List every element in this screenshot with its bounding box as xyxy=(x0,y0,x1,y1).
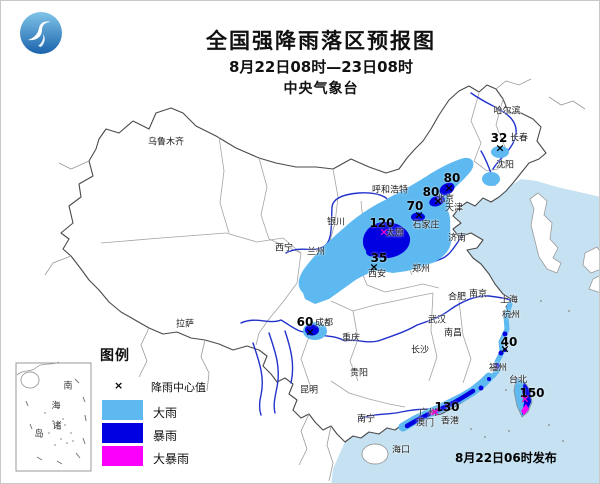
rain-center-value: 40 xyxy=(500,335,518,349)
taiwan-severe-rainstorm-strip xyxy=(521,404,529,415)
rain-center-value: 35 xyxy=(370,251,388,265)
city-label-南京: 南京 xyxy=(468,289,488,300)
japan-outline xyxy=(582,246,599,274)
city-label-乌鲁木齐: 乌鲁木齐 xyxy=(147,137,185,148)
rain-center-marker-icon: × xyxy=(305,325,315,339)
mainland-outline xyxy=(60,84,547,443)
rain-center-marker-icon: × xyxy=(379,225,389,239)
rain-center-marker-icon: × xyxy=(430,405,440,419)
city-label-澳门: 澳门 xyxy=(415,418,435,429)
city-label-西安: 西安 xyxy=(367,269,387,280)
inset-label-char: 南 xyxy=(63,381,73,392)
legend-marker-label: 降雨中心值 xyxy=(151,381,206,394)
south-china-sea-inset xyxy=(15,361,92,472)
neighbour-outlines xyxy=(44,78,586,482)
city-label-武汉: 武汉 xyxy=(427,315,447,326)
yunnan-river-3 xyxy=(284,330,294,384)
legend-label: 大暴雨 xyxy=(153,452,190,466)
japan-outline-2 xyxy=(588,275,599,293)
city-label-广州: 广州 xyxy=(418,408,438,419)
yunnan-river-1 xyxy=(268,332,279,414)
city-label-贵阳: 贵阳 xyxy=(349,368,369,379)
legend-swatch xyxy=(102,446,143,466)
korea-outline xyxy=(529,192,562,274)
province-boundaries xyxy=(100,92,506,408)
city-label-北京: 北京 xyxy=(435,194,455,205)
city-label-郑州: 郑州 xyxy=(411,264,431,275)
pearl-river xyxy=(358,408,430,420)
legend-label: 大雨 xyxy=(153,406,178,420)
city-label-福州: 福州 xyxy=(488,363,508,374)
rain-center-value: 130 xyxy=(434,400,460,414)
legend: 图例 × 降雨中心值 大雨暴雨大暴雨 xyxy=(100,345,206,466)
rain-center-value: 32 xyxy=(490,131,508,145)
rain-cell-shenyang xyxy=(482,172,500,186)
sea-island-dots xyxy=(470,300,570,442)
city-label-香港: 香港 xyxy=(440,416,460,427)
city-label-石家庄: 石家庄 xyxy=(412,220,440,231)
inset-label-char: 海 xyxy=(51,401,61,412)
rain-center-value: 120 xyxy=(369,216,395,230)
city-label-合肥: 合肥 xyxy=(447,292,467,303)
rainstorm-strip-south-coast xyxy=(404,388,476,429)
city-label-重庆: 重庆 xyxy=(341,333,361,344)
rain-center-marker-icon: × xyxy=(433,194,443,208)
city-label-昆明: 昆明 xyxy=(299,385,319,396)
city-label-济南: 济南 xyxy=(447,233,467,244)
rain-center-value: 70 xyxy=(406,199,424,213)
legend-title: 图例 xyxy=(100,348,130,364)
rain-cell-chengdu-storm xyxy=(305,324,319,336)
city-label-南宁: 南宁 xyxy=(356,414,376,425)
rain-center-marker-icon: × xyxy=(414,208,424,222)
yunnan-river-2 xyxy=(252,342,263,416)
city-label-成都: 成都 xyxy=(314,318,334,329)
legend-label: 暴雨 xyxy=(153,429,178,443)
rain-center-marker-icon: × xyxy=(444,181,454,195)
city-label-西宁: 西宁 xyxy=(274,243,294,254)
rainstorm-cells xyxy=(362,182,508,391)
rain-center-value: 80 xyxy=(443,171,461,185)
city-label-杭州: 杭州 xyxy=(501,310,521,321)
city-label-上海: 上海 xyxy=(499,295,519,306)
city-label-兰州: 兰州 xyxy=(306,247,326,258)
inset-label-char: 诸 xyxy=(52,421,62,432)
sea-south-east xyxy=(331,299,599,483)
rain-center-marker-icon: × xyxy=(114,379,124,392)
city-label-呼和浩特: 呼和浩特 xyxy=(371,185,409,196)
severe-dot-2 xyxy=(436,408,440,412)
city-label-南昌: 南昌 xyxy=(443,328,463,339)
city-label-太原: 太原 xyxy=(385,228,405,239)
rain-cell-changchun xyxy=(491,146,509,158)
yangtze-river xyxy=(240,295,511,343)
forecast-period: 8月22日08时—23日08时 xyxy=(229,58,413,76)
cma-logo-icon xyxy=(20,12,62,54)
legend-swatch xyxy=(102,400,143,420)
city-label-台北: 台北 xyxy=(508,375,528,386)
inset-label-char: 岛 xyxy=(34,429,44,440)
agency-name: 中央气象台 xyxy=(283,81,359,97)
city-label-海口: 海口 xyxy=(391,445,411,456)
city-label-银川: 银川 xyxy=(326,217,346,228)
page-title: 全国强降雨落区预报图 xyxy=(206,29,436,53)
city-label-长沙: 长沙 xyxy=(410,345,430,356)
city-label-拉萨: 拉萨 xyxy=(175,319,195,330)
rain-center-value: 80 xyxy=(422,185,440,199)
rain-center-marker-icon: × xyxy=(520,392,530,406)
severe-dot-1 xyxy=(429,410,435,416)
rain-center-marker-icon: × xyxy=(500,342,510,356)
hainan-island xyxy=(361,443,389,465)
rain-center-value: 60 xyxy=(296,315,314,329)
sea-yellow-bohai xyxy=(453,179,599,301)
city-label-哈尔滨: 哈尔滨 xyxy=(493,106,521,117)
issue-time-note: 8月22日06时发布 xyxy=(455,451,557,465)
rain-center-value: 150 xyxy=(519,386,545,400)
city-label-长春: 长春 xyxy=(509,133,529,144)
city-label-沈阳: 沈阳 xyxy=(495,160,515,171)
rain-center-marker-icon: × xyxy=(495,141,505,155)
city-label-天津: 天津 xyxy=(444,203,464,214)
rain-center-marker-icon: × xyxy=(369,260,379,274)
legend-swatch xyxy=(102,423,143,443)
